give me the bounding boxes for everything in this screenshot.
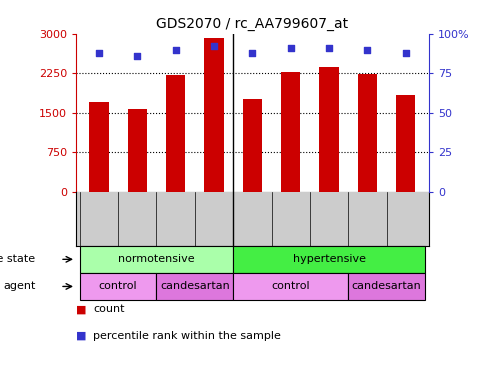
Point (210, 44, 218, 50)
Bar (358, 74, 377, 192)
Bar (281, 72, 300, 192)
Point (133, 53, 141, 59)
Bar (80, 273, 156, 300)
Point (172, 46, 179, 53)
Text: control: control (271, 282, 310, 291)
Text: hypertensive: hypertensive (293, 254, 366, 264)
Bar (89, 102, 109, 192)
Text: ■: ■ (76, 331, 86, 340)
Bar (156, 273, 233, 300)
Point (248, 50, 256, 55)
Point (287, 45, 294, 51)
Bar (319, 67, 339, 192)
Text: candesartan: candesartan (160, 282, 230, 291)
Text: ■: ■ (76, 304, 86, 314)
Point (364, 46, 371, 53)
Point (95, 50, 103, 55)
Text: candesartan: candesartan (352, 282, 421, 291)
Text: agent: agent (3, 282, 35, 291)
Text: percentile rank within the sample: percentile rank within the sample (93, 331, 281, 340)
Bar (80, 246, 233, 273)
Bar (233, 273, 348, 300)
Bar (348, 273, 425, 300)
Text: control: control (99, 282, 138, 291)
Point (402, 50, 410, 55)
Title: GDS2070 / rc_AA799607_at: GDS2070 / rc_AA799607_at (156, 17, 348, 32)
Bar (128, 109, 147, 192)
Bar (243, 99, 262, 192)
Point (325, 45, 333, 51)
Text: normotensive: normotensive (118, 254, 195, 264)
Text: count: count (93, 304, 124, 314)
Bar (233, 246, 425, 273)
Bar (204, 38, 223, 192)
Bar (396, 95, 416, 192)
Text: disease state: disease state (0, 254, 35, 264)
Bar (166, 75, 185, 192)
